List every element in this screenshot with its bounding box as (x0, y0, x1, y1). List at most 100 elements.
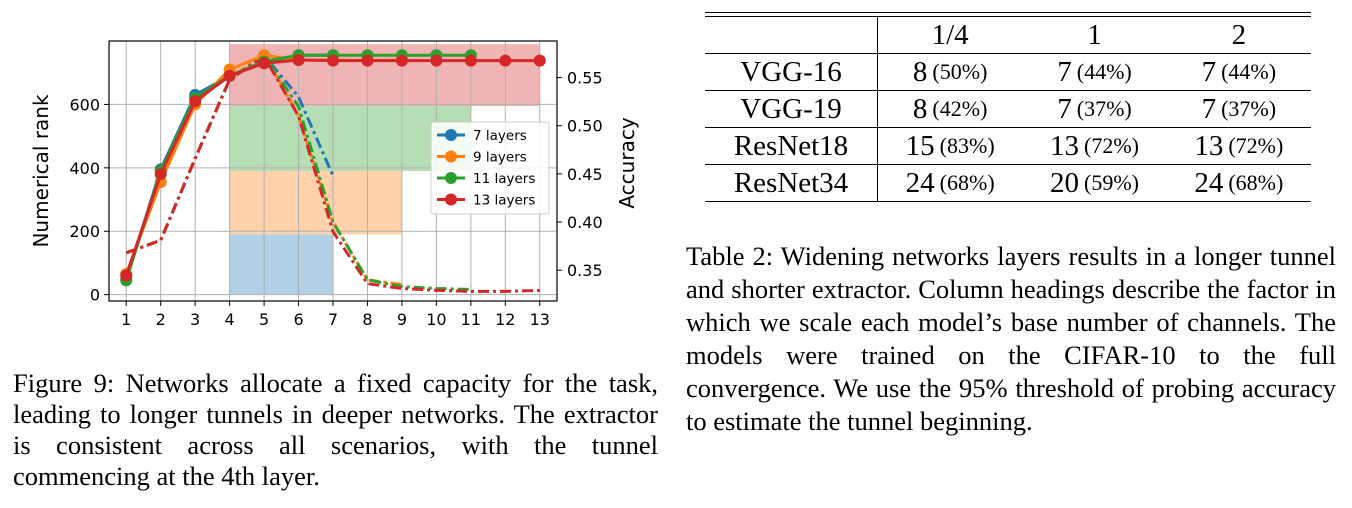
x-tick-label: 13 (530, 310, 550, 329)
table-caption-label: Table 2: (686, 241, 774, 271)
table-cell-percent: (72%) (1084, 133, 1139, 158)
rank-point (154, 168, 167, 181)
table-body: VGG-16 8 (50%) 7 (44%) 7 (44%) VGG-19 8 (42%) 7 (37… (705, 54, 1311, 201)
table-cell-value: 13 (1050, 129, 1079, 162)
table-header-one: 1 (1087, 18, 1102, 51)
y-axis-label: Numerical rank (29, 94, 53, 248)
x-tick-label: 5 (259, 310, 269, 329)
table-cell-value: 7 (1057, 92, 1072, 125)
legend-marker (445, 129, 457, 141)
rank-point (120, 269, 133, 282)
table-cell: 15 (83%) (878, 128, 1022, 164)
y-tick-label: 600 (69, 95, 100, 114)
table-cell: 20 (59%) (1022, 165, 1166, 201)
rank-point (464, 54, 477, 67)
rank-point (499, 54, 512, 67)
y-tick-label: 200 (69, 222, 100, 241)
legend-label: 13 layers (473, 193, 535, 209)
accuracy-line (125, 54, 540, 293)
x-tick-label: 11 (461, 310, 481, 329)
table-cell-percent: (37%) (1076, 96, 1132, 121)
rank-point (223, 69, 236, 82)
table-row-rule (705, 164, 1311, 165)
table-cell-percent: (44%) (1221, 59, 1277, 84)
table-bottom-rule (705, 201, 1311, 202)
legend-label: 7 layers (473, 128, 527, 144)
x-tick-label: 12 (495, 310, 515, 329)
x-tick-label: 1 (121, 310, 131, 329)
table-row: VGG-19 8 (42%) 7 (37%) 7 (37%) (705, 91, 1311, 127)
x-tick-label: 3 (190, 310, 200, 329)
table-row: ResNet18 15 (83%) 13 (72%) 13 (72%) (705, 128, 1311, 164)
table-cell: 7 (44%) (1167, 54, 1311, 90)
table-cell-value: 24 (1194, 166, 1224, 199)
legend-marker (445, 150, 457, 163)
table-row: ResNet34 24 (68%) 20 (59%) 24 (68%) (705, 165, 1311, 201)
widening-table: 1/4 1 2 VGG-16 8 (50%) 7 (44%) 7 (44%) VGG-19 8(… (705, 12, 1311, 202)
table-cell-percent: (72%) (1228, 133, 1284, 158)
table-cell-value: 13 (1194, 129, 1224, 162)
table-cell-percent: (42%) (932, 96, 988, 121)
table-cell-value: 20 (1050, 166, 1079, 199)
table-cell: 24 (68%) (1167, 165, 1311, 201)
table-top-rule (705, 12, 1311, 13)
rank-point (327, 54, 339, 67)
table-row-rule (705, 90, 1311, 91)
table-row-model: ResNet34 (705, 165, 878, 201)
legend-marker (445, 172, 457, 184)
header-quarter-text: 1/4 (931, 18, 969, 51)
table-row-rule (705, 127, 1311, 128)
table-cell: 7 (37%) (1022, 91, 1166, 127)
table-cell: 8 (42%) (878, 91, 1022, 127)
table-cell-percent: (83%) (939, 133, 995, 158)
figure-caption-text: Networks allocate a fixed capacity for t… (13, 368, 659, 491)
table-cell-percent: (59%) (1084, 170, 1139, 195)
x-tick-label: 9 (397, 310, 407, 329)
table-cell: 7 (44%) (1022, 54, 1166, 90)
legend-marker (445, 193, 457, 206)
table-cell-value: 15 (905, 129, 935, 162)
table-header-empty (705, 17, 878, 53)
shaded-region (229, 171, 402, 235)
table-header-two: 2 (1231, 18, 1247, 51)
rank-point (430, 54, 443, 67)
x-tick-label: 7 (328, 310, 338, 329)
x-tick-label: 8 (362, 310, 372, 329)
table-header-quarter: 1/4 (878, 17, 1022, 53)
table-header-rule (705, 53, 1311, 54)
figure-caption: Figure 9: Networks allocate a fixed capa… (13, 368, 658, 492)
legend-box (430, 121, 550, 215)
table-cell: 8 (50%) (878, 54, 1022, 90)
table-cell-value: 8 (912, 92, 928, 125)
table-cell-percent: (68%) (939, 170, 995, 195)
table-cell-percent: (68%) (1228, 170, 1284, 195)
table-cell-percent: (44%) (1076, 59, 1132, 84)
table-row: VGG-16 8 (50%) 7 (44%) 7 (44%) (705, 54, 1311, 90)
table-cell-percent: (37%) (1221, 96, 1277, 121)
table-row-model: VGG-16 (705, 54, 878, 90)
x-tick-label: 6 (293, 310, 303, 329)
table-cell-value: 7 (1201, 55, 1217, 88)
x-tick-label: 4 (225, 310, 235, 329)
table-row-model: ResNet18 (705, 128, 878, 164)
y-right-tick-label: 0.50 (567, 117, 603, 136)
y-right-tick-label: 0.45 (567, 165, 603, 184)
rank-point (189, 95, 202, 108)
table-cell-percent: (50%) (932, 59, 988, 84)
figure-caption-label: Figure 9: (13, 368, 115, 398)
table-cell: 24 (68%) (878, 165, 1022, 201)
y-tick-label: 400 (69, 159, 100, 178)
table-cell-value: 7 (1057, 55, 1072, 88)
legend-label: 11 layers (473, 171, 535, 187)
table-cell: 7 (37%) (1167, 91, 1311, 127)
y-right-tick-label: 0.40 (567, 213, 603, 232)
table-cell: 13 (72%) (1022, 128, 1166, 164)
y-tick-label: 0 (90, 286, 100, 305)
table-cell-value: 8 (912, 55, 928, 88)
table-caption-text: Widening networks layers results in a lo… (686, 241, 1336, 436)
rank-point (258, 57, 271, 70)
x-tick-label: 2 (156, 310, 166, 329)
table-top-rule-2 (705, 16, 1311, 17)
legend-label: 9 layers (473, 150, 527, 166)
table-cell-value: 7 (1201, 92, 1217, 125)
